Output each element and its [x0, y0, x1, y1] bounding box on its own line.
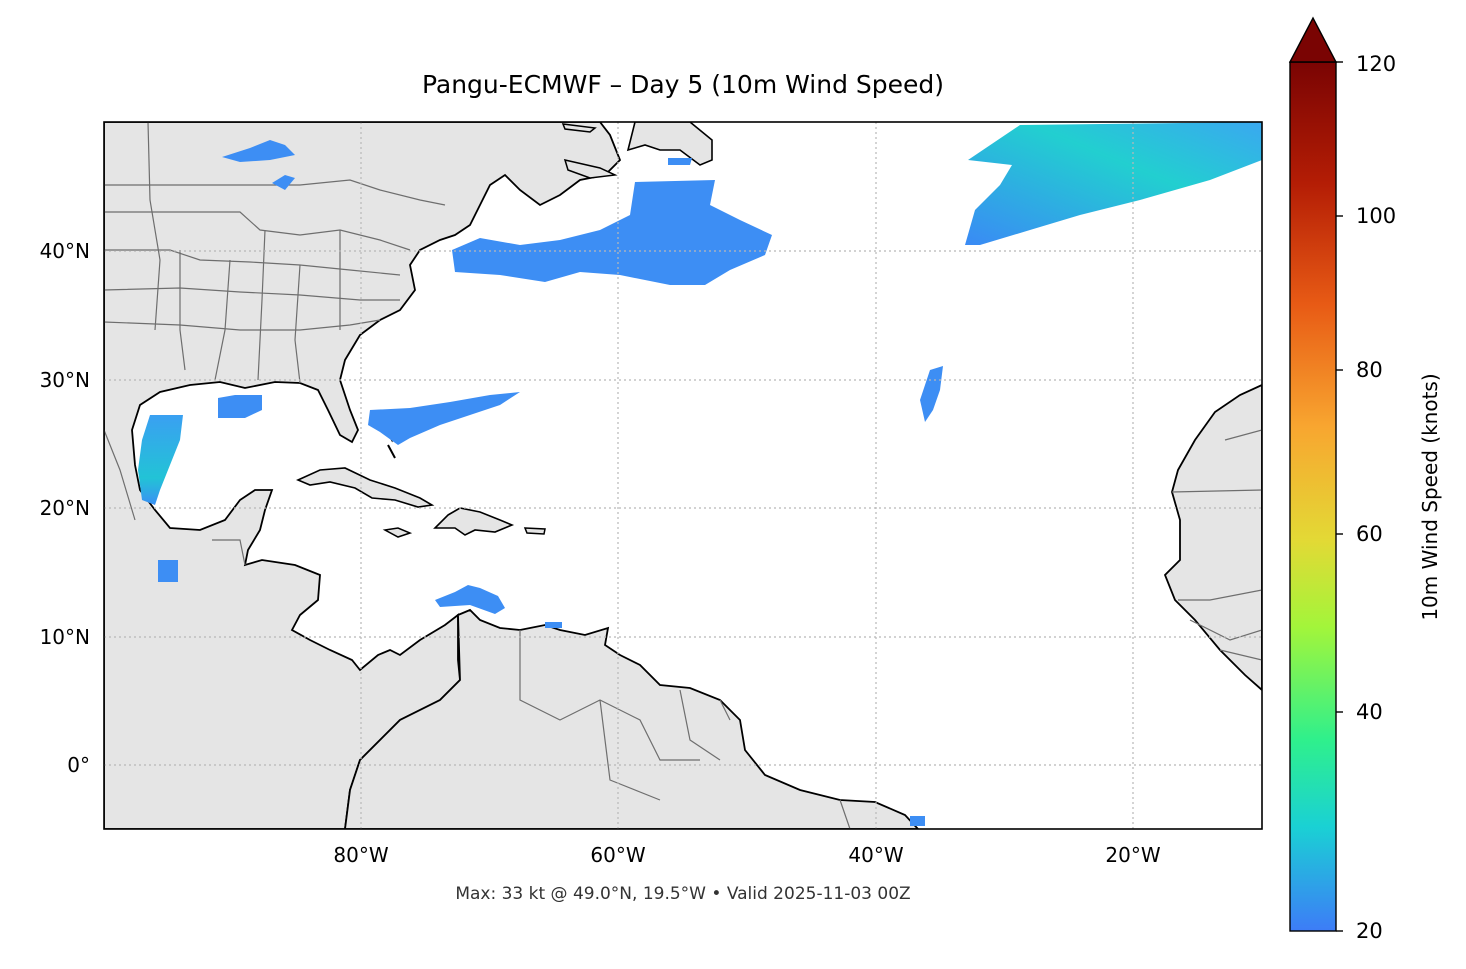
lon-label-40w: 40°W	[848, 843, 904, 867]
land-puerto-rico	[523, 527, 546, 535]
land-north-america	[104, 122, 622, 829]
lat-label-0: 0°	[67, 753, 90, 777]
colorbar-extend-arrow	[1288, 16, 1338, 63]
graticule	[104, 122, 1262, 829]
land-pei	[563, 158, 618, 179]
land-newfoundland	[626, 122, 713, 166]
wind-patch-off-new-england	[452, 180, 772, 285]
lon-label-20w: 20°W	[1105, 843, 1161, 867]
lat-label-30n: 30°N	[39, 368, 90, 392]
colorbar-tick-120: 120	[1356, 52, 1397, 76]
colorbar-tick-20: 20	[1356, 919, 1383, 943]
map-frame	[103, 121, 1263, 830]
land-africa	[1163, 384, 1262, 692]
land-hispaniola	[433, 507, 515, 536]
colorbar-tick-80: 80	[1356, 358, 1383, 382]
lon-label-60w: 60°W	[590, 843, 646, 867]
land-anticosti	[561, 123, 597, 133]
map-footer-caption: Max: 33 kt @ 49.0°N, 19.5°W • Valid 2025…	[455, 884, 911, 904]
wind-patch-mid-atlantic	[920, 366, 943, 422]
map-title: Pangu-ECMWF – Day 5 (10m Wind Speed)	[421, 70, 945, 99]
land-cuba	[295, 467, 435, 508]
political-borders	[104, 122, 1262, 829]
wind-patch-small-1	[545, 622, 562, 628]
wind-patch-north-atlantic	[965, 122, 1262, 245]
wind-patch-lake-huron	[272, 175, 295, 190]
lon-label-80w: 80°W	[333, 843, 389, 867]
colorbar	[1289, 61, 1337, 932]
land-jamaica	[382, 527, 413, 538]
colorbar-title: 10m Wind Speed (knots)	[1418, 373, 1442, 621]
wind-patch-caribbean	[435, 585, 505, 614]
wind-patch-bahamas	[368, 392, 520, 445]
lat-label-10n: 10°N	[39, 625, 90, 649]
wind-field	[138, 122, 1262, 826]
wind-patch-gulf-central	[218, 395, 262, 418]
colorbar-tick-60: 60	[1356, 522, 1383, 546]
wind-patch-gulf-west	[138, 415, 183, 505]
wind-patch-small-2	[668, 158, 692, 165]
colorbar-tick-100: 100	[1356, 204, 1397, 228]
wind-patch-small-3	[910, 816, 925, 826]
lat-label-40n: 40°N	[39, 239, 90, 263]
colorbar-ticks	[1336, 61, 1343, 932]
wind-patch-pacific	[158, 560, 178, 582]
wind-patch-great-lakes	[222, 140, 295, 162]
colorbar-tick-40: 40	[1356, 700, 1383, 724]
lat-label-20n: 20°N	[39, 496, 90, 520]
